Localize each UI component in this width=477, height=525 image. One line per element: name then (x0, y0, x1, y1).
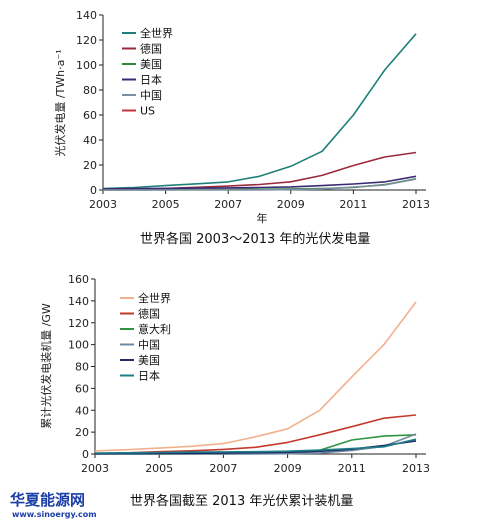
x-tick-label: 2011 (338, 462, 366, 475)
legend-label: 日本 (138, 369, 160, 383)
y-tick-label: 60 (75, 382, 89, 395)
y-tick-label: 160 (68, 273, 89, 286)
series-line-5 (103, 178, 417, 191)
y-tick-label: 60 (83, 109, 97, 122)
legend-label: 中国 (140, 89, 162, 102)
x-tick-label: 2011 (339, 198, 367, 211)
legend-label: 全世界 (138, 291, 171, 305)
y-tick-label: 0 (90, 184, 97, 197)
series-line-1 (102, 33, 417, 190)
chart-1: 0 20 40 60 80 100 120 140 2003 2005 2007 2009 2011 20… (53, 9, 430, 247)
series-line-4 (102, 175, 417, 190)
x-tick-label: 2005 (145, 462, 173, 475)
legend-label: 美国 (140, 58, 162, 71)
x-tick-label: 2007 (214, 198, 242, 211)
legend-label: 日本 (140, 73, 162, 87)
legend-label: 德国 (140, 42, 162, 56)
y-axis-label: 累计光伏发电装机量 /GW (39, 303, 53, 429)
y-axis-label: 光伏发电量 /TWh·a⁻¹ (53, 49, 67, 156)
y-tick-label: 20 (83, 159, 97, 172)
series-line-2 (102, 151, 417, 191)
x-tick-label: 2003 (89, 198, 117, 211)
chart-caption: 世界各国截至 2013 年光伏累计装机量 (130, 493, 353, 509)
y-tick-label: 80 (83, 84, 97, 97)
y-tick-label: 100 (68, 339, 89, 352)
x-tick-label: 2013 (402, 462, 430, 475)
y-tick-label: 100 (76, 59, 97, 72)
legend-label: 全世界 (140, 26, 173, 40)
legend-label: US (140, 105, 155, 118)
x-tick-label: 2009 (274, 462, 302, 475)
legend-label: 中国 (138, 339, 160, 352)
series-line-1 (94, 301, 417, 452)
logo-url: www.sinoergy.com (12, 510, 97, 519)
x-tick-label: 2009 (277, 198, 305, 211)
x-tick-label: 2007 (209, 462, 237, 475)
legend-label: 德国 (138, 307, 160, 321)
y-tick-label: 40 (75, 404, 89, 417)
y-tick-label: 0 (82, 448, 89, 461)
x-tick-label: 2005 (152, 198, 180, 211)
y-tick-label: 140 (76, 9, 97, 22)
logo-text: 华夏能源网 (10, 491, 85, 509)
series-line-6 (94, 438, 417, 454)
y-tick-label: 120 (68, 317, 89, 330)
legend-label: 意大利 (138, 322, 171, 336)
y-tick-label: 140 (68, 295, 89, 308)
y-tick-label: 80 (75, 361, 89, 374)
legend-label: 美国 (138, 354, 160, 367)
y-tick-label: 40 (83, 134, 97, 147)
y-tick-label: 120 (76, 34, 97, 47)
x-tick-label: 2013 (402, 198, 430, 211)
chart-caption: 世界各国 2003～2013 年的光伏发电量 (140, 231, 370, 247)
chart-2: 0 20 40 60 80 100 120 140 160 2003 2005 2007 2009 201… (39, 273, 430, 509)
y-tick-label: 20 (75, 426, 89, 439)
x-axis-label: 年 (257, 211, 268, 225)
x-tick-label: 2003 (81, 462, 109, 475)
